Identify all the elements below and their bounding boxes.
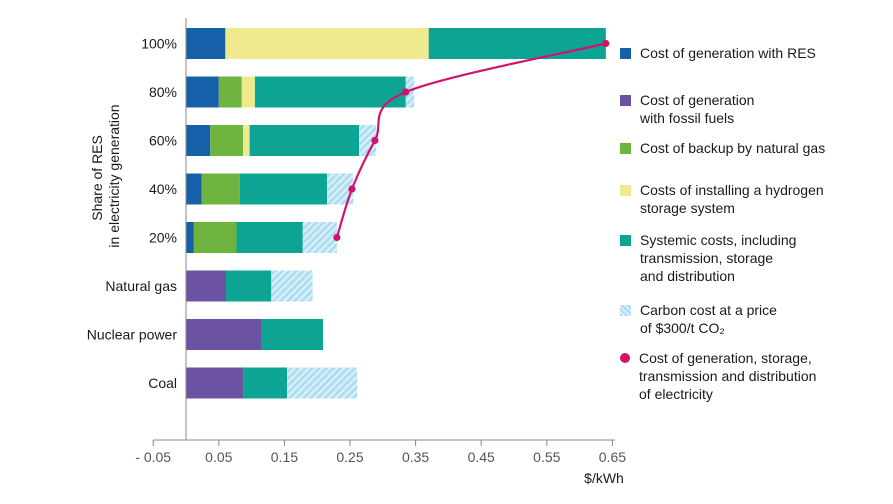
category-label-40: 40% bbox=[149, 181, 177, 197]
bar-nuclear-power-cost-of-generation bbox=[186, 319, 262, 350]
bar-natural-gas-cost-of-generation bbox=[186, 270, 227, 302]
x-tick-label: 0.05 bbox=[205, 449, 232, 465]
bar-60-systemic-costs-including bbox=[249, 125, 360, 156]
cost-curve-point-40 bbox=[348, 185, 356, 193]
x-tick-label: 0.55 bbox=[533, 449, 560, 465]
bar-40-systemic-costs-including bbox=[239, 173, 328, 205]
x-tick-label: 0.45 bbox=[468, 449, 495, 465]
x-tick-label: 0.15 bbox=[271, 449, 298, 465]
category-label-nuclear-power: Nuclear power bbox=[87, 327, 178, 343]
legend-swatch bbox=[620, 143, 631, 154]
bar-80-cost-of-generation-with-res bbox=[186, 76, 219, 108]
bar-80-carbon-cost-at-a-price bbox=[405, 76, 415, 108]
bar-20-carbon-cost-at-a-price bbox=[302, 222, 337, 253]
legend-label: Costs of installing a hydrogen storage s… bbox=[640, 182, 824, 216]
bar-nuclear-power-systemic-costs-including bbox=[261, 319, 324, 350]
legend-item-cost-of-generation-storage: Cost of generation, storage, transmissio… bbox=[620, 349, 885, 403]
bars-group bbox=[186, 28, 606, 399]
x-tick-label: - 0.05 bbox=[135, 449, 171, 465]
legend-label: Cost of generation with RES bbox=[640, 45, 816, 61]
category-label-80: 80% bbox=[149, 84, 177, 100]
cost-curve-point-20 bbox=[333, 233, 341, 242]
legend-item-systemic-costs-including: Systemic costs, including transmission, … bbox=[620, 231, 885, 285]
legend-swatch bbox=[620, 353, 630, 363]
bar-natural-gas-systemic-costs-including bbox=[226, 270, 272, 302]
cost-curve-point-60 bbox=[371, 136, 379, 145]
legend-label: Cost of backup by natural gas bbox=[640, 140, 826, 156]
category-label-60: 60% bbox=[149, 133, 177, 149]
bar-20-cost-of-backup-by-natural-gas bbox=[193, 222, 237, 253]
bar-60-cost-of-generation-with-res bbox=[186, 125, 211, 156]
category-label-natural-gas: Natural gas bbox=[105, 278, 177, 294]
bar-100-cost-of-generation-with-res bbox=[186, 28, 226, 59]
bar-natural-gas-carbon-cost-at-a-price bbox=[271, 270, 313, 302]
cost-curve-point-100 bbox=[602, 39, 610, 48]
legend-swatch bbox=[620, 95, 631, 106]
bar-80-cost-of-backup-by-natural-gas bbox=[218, 76, 242, 108]
legend-item-carbon-cost-at-a-price: Carbon cost at a price of $300/t CO₂ bbox=[620, 301, 885, 337]
bar-40-cost-of-generation-with-res bbox=[186, 173, 202, 205]
category-labels: 100% 80% 60% 40% 20% Natural gas Nuclear power… bbox=[87, 36, 178, 392]
bar-60-cost-of-backup-by-natural-gas bbox=[210, 125, 244, 156]
category-label-coal: Coal bbox=[148, 375, 177, 391]
legend-item-cost-of-backup-by-natural-gas: Cost of backup by natural gas bbox=[620, 139, 885, 157]
bar-coal-systemic-costs-including bbox=[243, 367, 288, 399]
bar-40-cost-of-backup-by-natural-gas bbox=[201, 173, 240, 205]
legend-label: Systemic costs, including transmission, … bbox=[640, 232, 797, 284]
cost-curve bbox=[333, 39, 610, 242]
bar-100-systemic-costs-including bbox=[428, 28, 606, 59]
legend-item-costs-of-installing-a-hydrogen: Costs of installing a hydrogen storage s… bbox=[620, 181, 885, 217]
x-tick-label: 0.65 bbox=[599, 449, 626, 465]
x-tick-label: 0.25 bbox=[336, 449, 363, 465]
bar-20-cost-of-generation-with-res bbox=[186, 222, 194, 253]
x-ticks: - 0.05 0.05 0.15 0.25 0.35 0.45 0.55 0.65 bbox=[135, 440, 626, 465]
y-axis-title: Share of RES in electricity generation bbox=[89, 104, 122, 247]
legend-swatch bbox=[620, 235, 631, 246]
cost-curve-line bbox=[335, 42, 607, 238]
legend-label: Carbon cost at a price of $300/t CO₂ bbox=[640, 302, 777, 336]
x-tick-label: 0.35 bbox=[402, 449, 429, 465]
legend-item-cost-of-generation-with-res: Cost of generation with RES bbox=[620, 44, 885, 62]
bar-100-costs-of-installing-a-hydrogen bbox=[225, 28, 429, 59]
category-label-100: 100% bbox=[141, 36, 177, 52]
bar-coal-carbon-cost-at-a-price bbox=[287, 367, 358, 399]
legend-swatch bbox=[620, 48, 631, 59]
bar-80-systemic-costs-including bbox=[254, 76, 406, 108]
bar-60-costs-of-installing-a-hydrogen bbox=[243, 125, 250, 156]
legend-swatch bbox=[620, 305, 631, 316]
bar-20-systemic-costs-including bbox=[236, 222, 303, 253]
legend-label: Cost of generation with fossil fuels bbox=[640, 92, 755, 126]
x-axis-unit: $/kWh bbox=[584, 470, 624, 486]
cost-curve-point-80 bbox=[402, 88, 410, 96]
category-label-20: 20% bbox=[149, 230, 177, 246]
legend-swatch bbox=[620, 185, 631, 196]
legend-item-cost-of-generation: Cost of generation with fossil fuels bbox=[620, 91, 885, 127]
bar-coal-cost-of-generation bbox=[186, 367, 244, 399]
bar-80-costs-of-installing-a-hydrogen bbox=[241, 76, 255, 108]
legend-label: Cost of generation, storage, transmissio… bbox=[639, 350, 817, 402]
